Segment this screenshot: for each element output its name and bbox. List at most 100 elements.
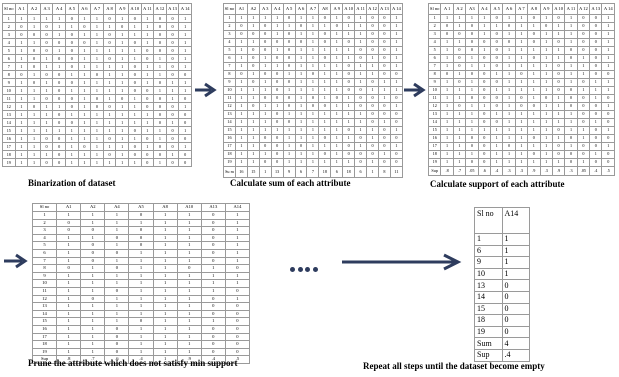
table-cell: 1 [176, 226, 202, 235]
step-caption-prune: Prune the attribute which does not satis… [28, 358, 238, 368]
table-cell: 9 [2, 78, 16, 88]
table-cell: 1 [330, 46, 344, 55]
table-cell: 1 [80, 211, 106, 220]
table-cell: 0 [366, 142, 379, 151]
table-row: 14 1 1 1 0 0 1 1 1 1 1 1 0 1 0 [427, 118, 615, 127]
table-cell: 1 [90, 62, 104, 72]
table-cell: 1 [115, 142, 129, 152]
table-cell: 1 [389, 102, 404, 111]
table-cell: 1 [224, 226, 251, 235]
table-cell: 0 [589, 126, 603, 135]
table-cell: 0 [140, 46, 155, 56]
table-cell: 15 [427, 126, 442, 135]
table-cell: 16 [223, 134, 236, 143]
arrow-head [443, 253, 462, 271]
table-cell: 0 [477, 86, 491, 95]
table-cell: 0 [342, 70, 356, 79]
table-cell: 1 [56, 271, 82, 281]
table-cell: 0 [234, 70, 248, 79]
table-cell: 1 [234, 78, 248, 87]
table-cell: 0 [200, 233, 226, 243]
table-cell: 1 [14, 94, 29, 104]
table-cell: 1 [127, 118, 142, 128]
table-cell: Sup [474, 348, 503, 362]
table-cell: 0 [551, 150, 566, 159]
table-cell: 1 [115, 54, 129, 64]
table-cell: 16 [31, 324, 58, 334]
table-cell: 1 [224, 279, 251, 288]
table-cell: 1 [452, 70, 467, 79]
table-cell: 0 [377, 14, 391, 23]
column-header: A8 [318, 3, 332, 15]
table-cell: 1 [306, 54, 320, 63]
table-cell: 0 [465, 70, 479, 79]
table-cell: 1 [389, 126, 404, 135]
table-cell: 17 [223, 142, 236, 151]
table-cell: 1 [477, 46, 491, 55]
column-header: A 7 [90, 2, 104, 16]
table-cell: 0 [52, 118, 66, 128]
table-cell: 1 [527, 110, 541, 119]
table-cell: 19 [31, 347, 58, 357]
table-cell: 0 [200, 218, 226, 228]
table-cell: 0 [224, 347, 251, 357]
table-cell: 1 [282, 158, 296, 167]
table-cell: 0 [576, 78, 591, 87]
table-cell: 1 [176, 294, 202, 304]
flow-arrow-3 [4, 253, 28, 269]
table-cell: 1 [178, 62, 192, 72]
table-cell: 1 [551, 110, 566, 119]
table-cell: 0 [489, 102, 504, 111]
column-header: Sl no [223, 3, 236, 15]
table-cell: 0 [90, 70, 104, 80]
table-cell: 1 [539, 46, 553, 55]
table-cell: 0 [64, 38, 79, 48]
table-cell: 1 [176, 332, 202, 342]
table-cell: 1 [80, 340, 106, 349]
dot [297, 267, 303, 272]
table-cell: 1 [115, 134, 129, 144]
table-cell: 13 [31, 302, 58, 311]
column-header: A 11 [354, 3, 368, 15]
table-cell: 1 [294, 126, 308, 135]
table-cell: 0 [246, 78, 260, 87]
table-cell: 0 [452, 62, 467, 71]
table-cell: 16 [2, 134, 16, 144]
table-cell: 1 [354, 14, 368, 23]
table-cell: 1 [282, 86, 296, 95]
table-cell: 1 [39, 118, 54, 128]
table-cell: 1 [330, 54, 344, 63]
table-cell: 1 [90, 158, 104, 168]
table-cell: 0 [153, 14, 167, 24]
table-cell: 1 [234, 54, 248, 63]
table-cell: 0 [52, 142, 66, 152]
table-cell: 1 [234, 86, 248, 95]
table-cell: 0 [165, 14, 180, 24]
table-cell: 0 [52, 150, 66, 160]
table-cell: 1 [601, 30, 615, 39]
table-cell: 1 [601, 46, 615, 55]
step-caption-binarization: Binarization of dataset [28, 178, 116, 188]
table-cell: 1 [342, 54, 356, 63]
table-cell: 1 [152, 211, 178, 220]
flow-arrow-long [342, 253, 462, 271]
column-header: A13 [200, 203, 226, 212]
table-cell: 1 [64, 150, 79, 160]
table-cell: 0 [224, 317, 251, 326]
column-header: Sl no [474, 207, 503, 234]
column-header: A 1 [14, 2, 29, 16]
table-cell: 1 [153, 62, 167, 72]
table-cell: 1 [258, 126, 272, 135]
table-cell: 1 [527, 126, 541, 135]
table-cell: 0 [318, 38, 332, 47]
table-cell: 1 [115, 158, 129, 168]
table-cell: .9 [551, 166, 566, 176]
table-cell: 0 [294, 22, 308, 31]
table-cell: 0 [27, 54, 41, 64]
table-cell: 1 [56, 317, 82, 326]
table-cell: 1 [176, 218, 202, 228]
table-cell: 0 [306, 102, 320, 111]
